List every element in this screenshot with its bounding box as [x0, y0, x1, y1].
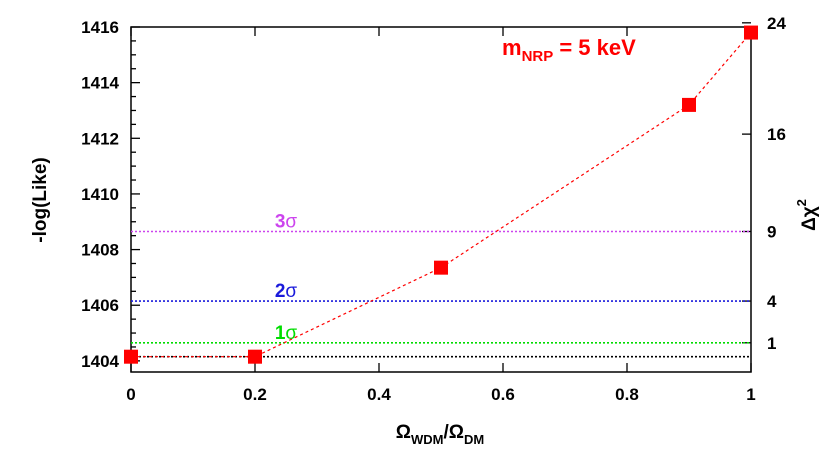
sigma-label: 2σ: [275, 281, 298, 302]
x-axis-title-slash: /Ω: [444, 422, 465, 443]
data-point: [434, 260, 448, 275]
x-axis-title-sub2: DM: [464, 432, 484, 447]
y2-axis-title-sup: 2: [794, 199, 809, 206]
y2-axis-title: Δχ2: [794, 199, 820, 231]
y2-axis-title-main: Δχ: [799, 206, 820, 231]
data-point: [682, 97, 696, 112]
series-line: [131, 32, 752, 358]
y-tick-label: 1416: [81, 18, 119, 37]
plot-area: 0 0.2 0.4 0.6 0.8 114041406140814101412141414…: [81, 14, 786, 404]
x-tick-label: 0.4: [367, 385, 391, 404]
y-tick-label: 1408: [81, 241, 119, 260]
x-tick-label: 0.8: [615, 385, 639, 404]
sigma-label-number: 3: [275, 211, 286, 232]
data-point: [124, 349, 138, 364]
sigma-label: 3σ: [275, 211, 298, 232]
x-axis-title: ΩWDM/ΩDM: [396, 422, 484, 447]
y2-tick-label: 9: [767, 222, 776, 241]
y-tick-label: 1412: [81, 129, 119, 148]
y-tick-label: 1404: [81, 352, 119, 371]
y2-tick-label: 4: [767, 292, 777, 311]
mass-annotation-prefix: m: [502, 35, 522, 60]
data-point: [248, 349, 262, 364]
y-tick-label: 1414: [81, 74, 119, 93]
sigma-label-symbol: σ: [285, 323, 297, 344]
sigma-label-symbol: σ: [285, 211, 297, 232]
x-axis-title-sub1: WDM: [411, 432, 444, 447]
x-tick-label: 0.6: [491, 385, 515, 404]
y-tick-label: 1410: [81, 185, 119, 204]
sigma-label-number: 2: [275, 281, 286, 302]
data-point: [744, 25, 758, 40]
x-tick-label: 0: [126, 385, 135, 404]
x-axis-title-main: Ω: [396, 422, 411, 443]
mass-annotation-suffix: = 5 keV: [553, 35, 636, 60]
y2-tick-label: 16: [767, 125, 786, 144]
mass-annotation: mNRP = 5 keV: [502, 35, 636, 65]
sigma-label: 1σ: [275, 323, 298, 344]
x-tick-label: 1: [746, 385, 755, 404]
y2-tick-label: 1: [767, 334, 776, 353]
y-axis-title: -log(Like): [30, 157, 51, 243]
x-tick-label: 0.2: [243, 385, 267, 404]
plot-frame: [130, 26, 752, 373]
sigma-label-number: 1: [275, 323, 286, 344]
sigma-label-symbol: σ: [285, 281, 297, 302]
y-tick-label: 1406: [81, 296, 119, 315]
mass-annotation-sub: NRP: [522, 48, 554, 65]
y2-tick-label: 24: [767, 14, 786, 33]
